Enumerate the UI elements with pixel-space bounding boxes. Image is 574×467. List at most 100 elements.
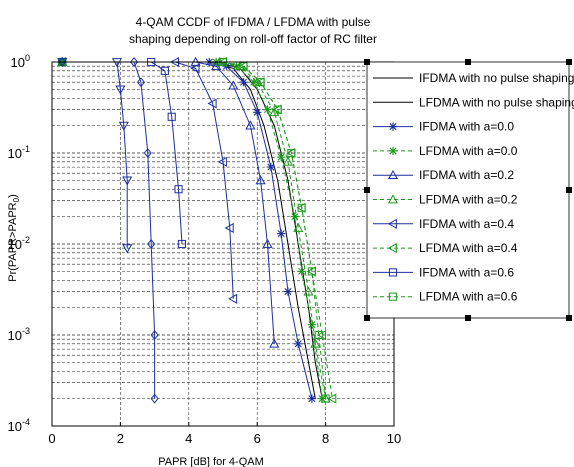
marker-star [307,394,317,403]
legend-label: IFDMA with a=0.0 [419,120,514,134]
y-tick-label: 10-2 [8,235,30,252]
marker-square [287,148,296,158]
legend-box [366,61,570,319]
legend-label: IFDMA with a=0.4 [419,217,514,231]
x-tick-label: 6 [254,431,261,446]
marker-triangle-up [387,169,399,180]
marker-triangle-left [190,63,200,74]
marker-star [388,122,398,131]
legend-entry: IFDMA with no pulse shaping [373,71,574,85]
marker-stroke [263,106,271,114]
marker-stroke [291,213,299,221]
x-tick-labels: 0 2 4 6 8 10 [48,422,401,446]
marker-triangle-up [228,80,239,90]
marker-triangle-up [255,175,266,185]
marker-triangle-up [293,222,304,232]
legend: IFDMA with no pulse shaping LFDMA with no… [364,59,574,321]
marker-square [273,105,282,114]
marker-triangle-up [303,286,314,296]
legend-entry: LFDMA with a=0.2 [373,193,518,207]
resize-handle [566,315,572,321]
chart-title-line1: 4-QAM CCDF of IFDMA / LFDMA with pulse [136,15,371,29]
marker-square [167,112,176,121]
marker-triangle-up [269,107,280,117]
legend-entry: IFDMA with a=0.6 [373,265,514,279]
marker-star [294,339,303,349]
marker-star [276,229,286,238]
marker-square [177,239,187,249]
marker-stroke [277,153,285,161]
marker-triangle-left [224,222,234,234]
legend-label: IFDMA with a=0.2 [419,168,514,182]
marker-triangle-left [228,293,238,304]
marker-star [388,146,398,156]
marker-triangle-down [115,85,126,95]
resize-handle [465,59,471,65]
marker-stroke [308,395,316,403]
x-tick-label: 2 [117,431,124,446]
legend-label: IFDMA with no pulse shaping [419,71,574,85]
legend-entry: IFDMA with a=0.0 [373,120,514,134]
y-tick-label: 100 [11,53,30,70]
marker-stroke [308,321,316,329]
legend-entry: IFDMA with a=0.4 [373,217,514,231]
marker-stroke [267,163,275,171]
marker-triangle-up [282,156,294,166]
x-axis-label: PAPR [dB] for 4-QAM [158,456,264,467]
legend-entry: LFDMA with no pulse shaping [373,95,574,109]
marker-star [297,267,306,276]
marker-triangle-left [387,243,397,254]
marker-stroke [298,267,306,275]
resize-handle [364,187,370,193]
marker-triangle-left [207,98,217,109]
resize-handle [566,187,572,193]
marker-triangle-down [122,176,133,186]
marker-stroke [277,230,285,238]
marker-square [307,267,316,276]
chart-title-line2: shaping depending on roll-off factor of … [129,32,377,46]
marker-stroke [389,123,397,131]
series-line [62,61,275,344]
legend-entry: LFDMA with a=0.4 [373,241,518,255]
resize-handle [364,315,370,321]
marker-square [239,62,248,71]
marker-star [307,320,317,329]
marker-star [276,152,286,162]
marker-square [388,268,398,277]
marker-triangle-down [118,121,129,131]
marker-square [314,330,323,340]
marker-diamond [130,56,139,68]
marker-square [388,292,398,301]
marker-triangle-up [262,238,273,248]
y-tick-label: 10-3 [8,326,30,343]
resize-handle [465,315,471,321]
y-tick-label: 10-1 [8,144,30,161]
marker-triangle-left [217,156,227,167]
marker-triangle-down [122,244,133,254]
marker-star [283,287,293,296]
marker-stroke [284,288,292,296]
marker-diamond [150,329,159,341]
marker-square [297,203,306,212]
x-tick-label: 8 [322,431,329,446]
marker-square [174,185,183,194]
marker-triangle-left [316,329,327,341]
marker-diamond [143,147,152,159]
legend-label: LFDMA with a=0.6 [419,290,518,304]
marker-stroke [294,340,302,348]
marker-triangle-up [269,338,280,348]
marker-diamond [58,56,67,68]
marker-star [263,105,272,114]
y-axis-label: Pr(PAPR>PAPR0) [7,194,21,282]
marker-triangle-up [387,194,399,204]
y-tick-label: 10-4 [8,417,30,434]
marker-square [321,394,330,403]
marker-stroke [389,147,397,155]
marker-diamond [136,77,145,88]
marker-stroke [253,108,261,116]
legend-label: LFDMA with no pulse shaping [419,95,574,109]
legend-label: LFDMA with a=0.2 [419,193,518,207]
legend-entry: LFDMA with a=0.6 [373,290,518,304]
marker-triangle-up [310,338,321,348]
resize-handle [566,59,572,65]
